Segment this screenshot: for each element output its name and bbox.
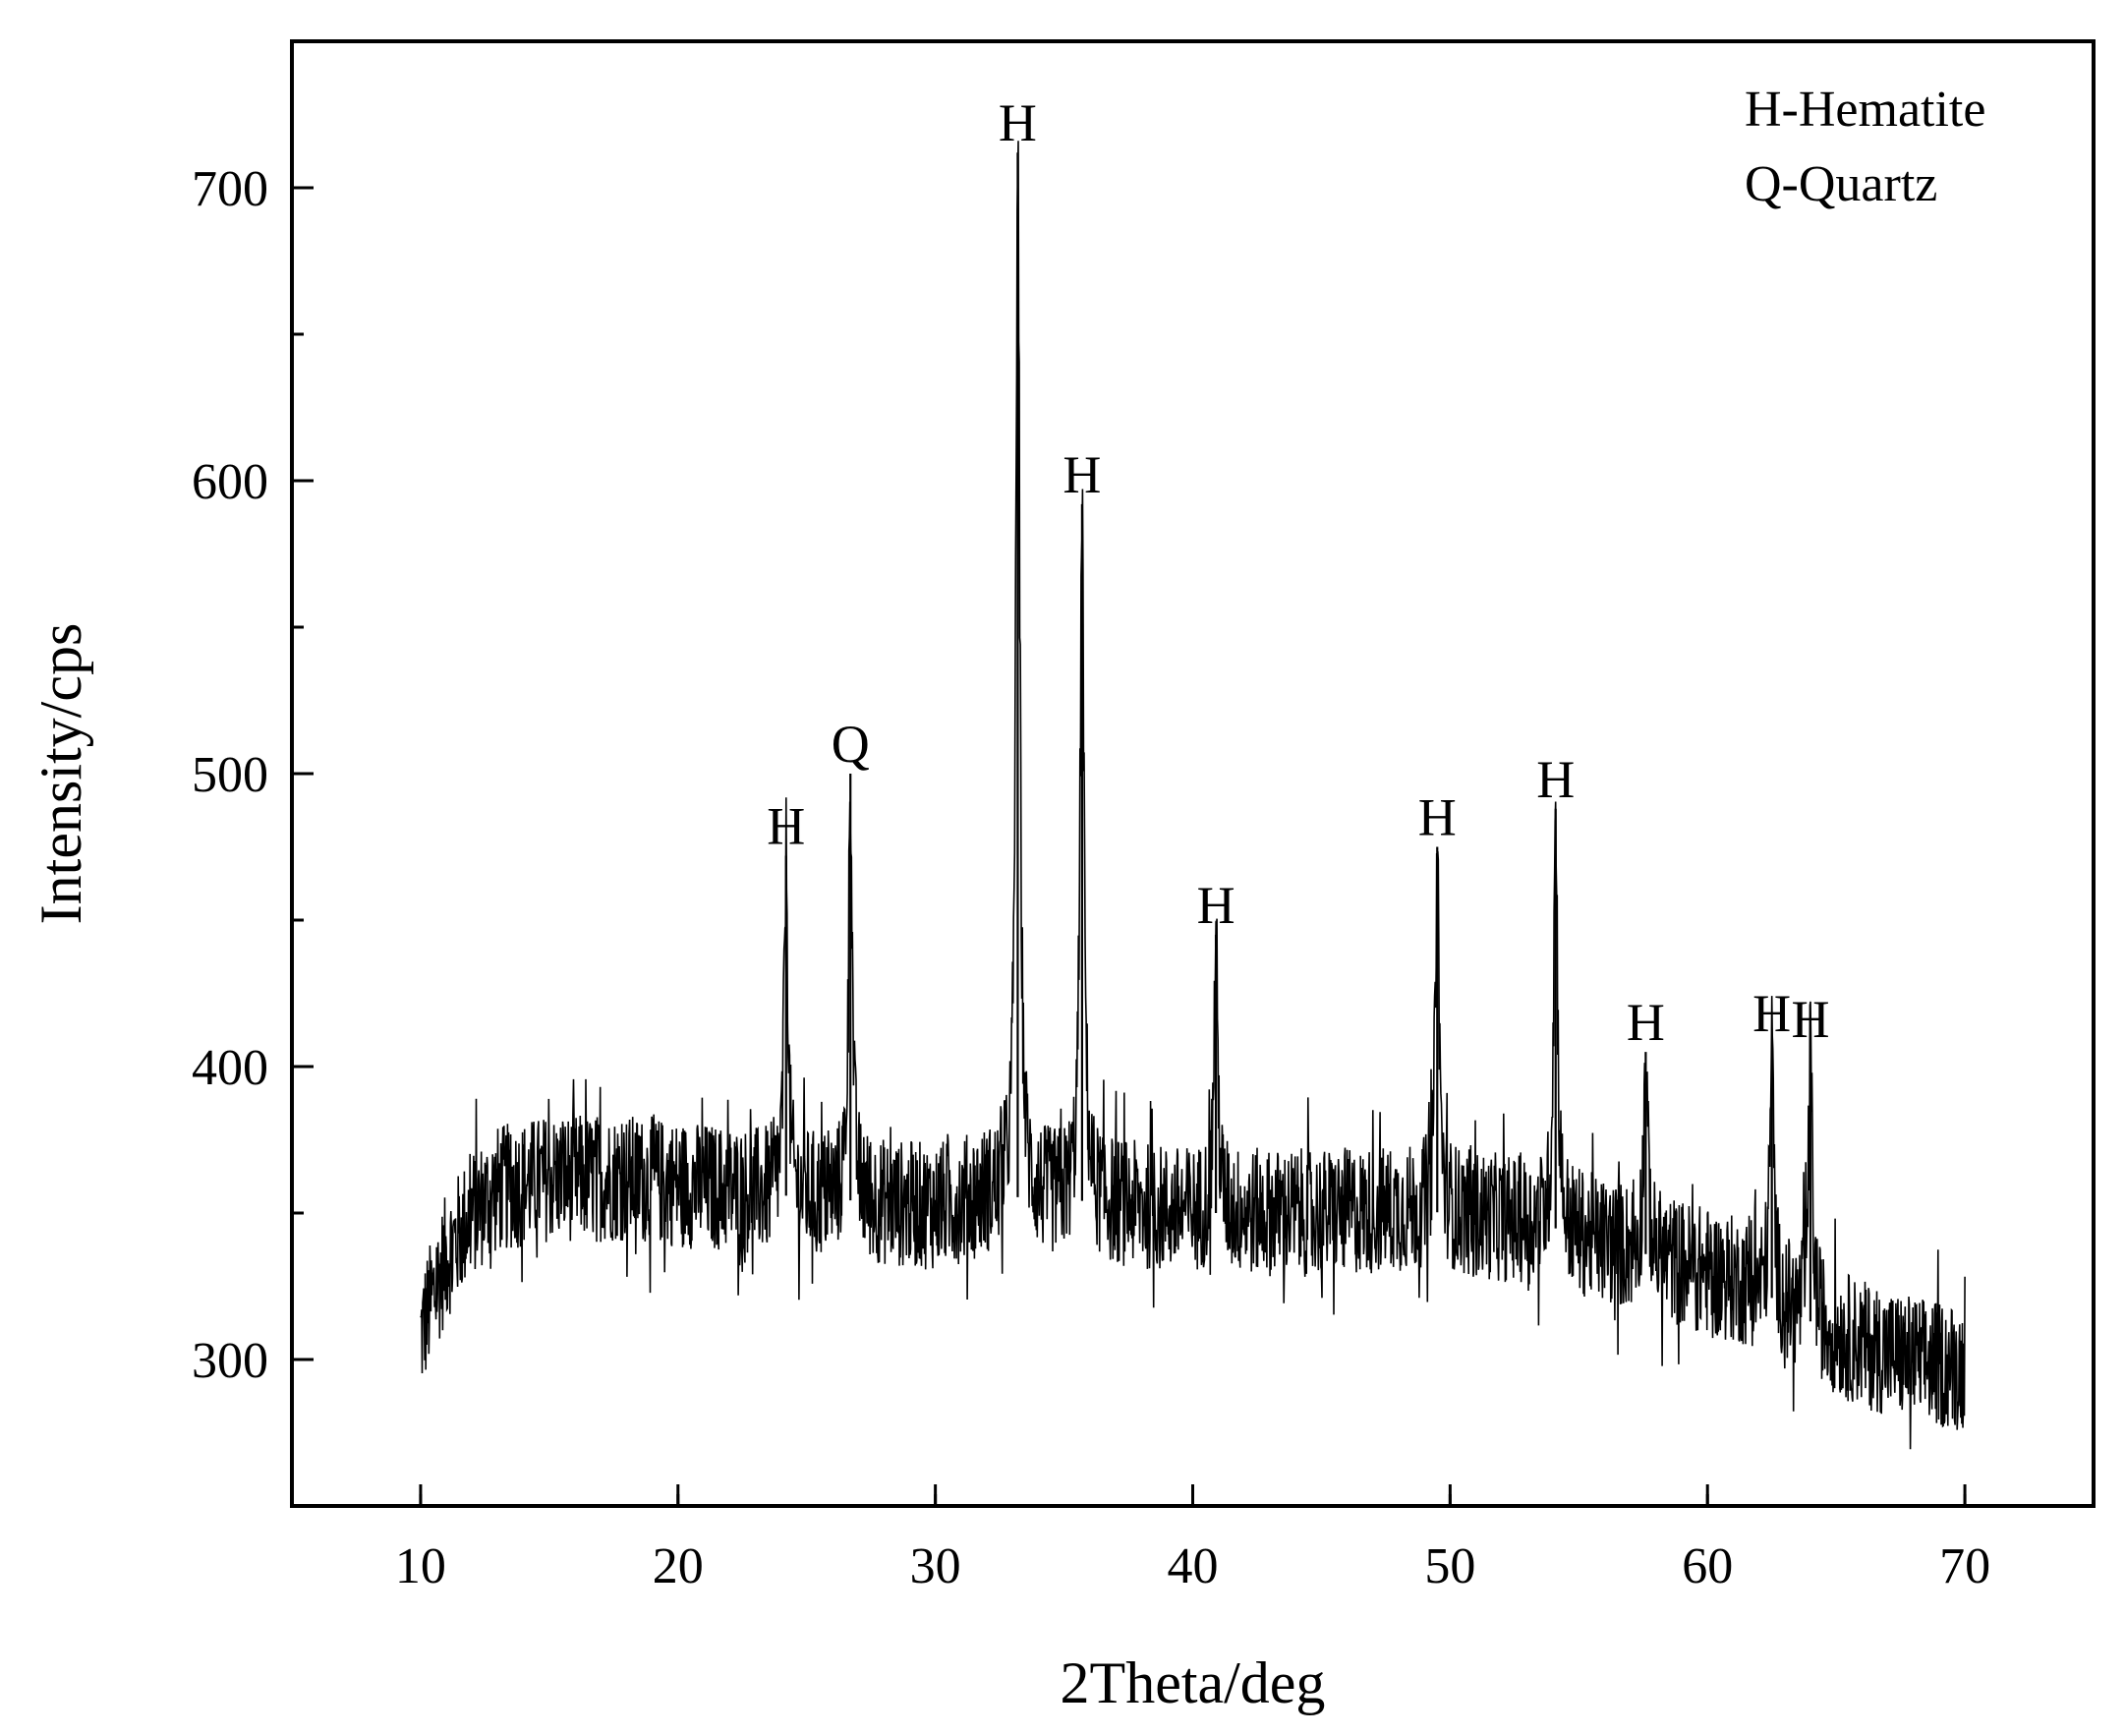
peak-label: H	[767, 796, 805, 855]
peak-label: H	[1418, 788, 1457, 847]
x-tick-label: 70	[1939, 1538, 1990, 1594]
peak-label: H	[999, 93, 1037, 152]
axis-ticks: 10 20 30 40 50 60 70 300 400 500 600 700	[192, 161, 1990, 1594]
peak-label: H	[1627, 993, 1665, 1052]
peak-label: H	[1752, 984, 1791, 1043]
peak-label: Q	[832, 715, 870, 774]
y-tick-label: 700	[192, 161, 268, 217]
legend-entry: Q-Quartz	[1745, 156, 1937, 212]
legend: H-Hematite Q-Quartz	[1745, 82, 1985, 212]
peak-label: H	[1536, 750, 1575, 809]
y-tick-label: 300	[192, 1333, 268, 1389]
x-axis-title: 2Theta/deg	[1061, 1650, 1326, 1715]
y-tick-label: 400	[192, 1040, 268, 1096]
x-tick-label: 40	[1168, 1538, 1219, 1594]
x-tick-label: 20	[653, 1538, 704, 1594]
peak-label: H	[1197, 876, 1235, 935]
peak-label: H	[1062, 445, 1101, 504]
peak-label: H	[1791, 990, 1829, 1049]
y-tick-label: 600	[192, 454, 268, 510]
x-tick-label: 30	[910, 1538, 961, 1594]
series-line	[420, 141, 1966, 1450]
x-tick-label: 10	[395, 1538, 446, 1594]
y-tick-label: 500	[192, 747, 268, 803]
x-tick-label: 50	[1424, 1538, 1475, 1594]
x-tick-label: 60	[1682, 1538, 1733, 1594]
plot-area	[420, 141, 1966, 1450]
legend-entry: H-Hematite	[1745, 82, 1985, 138]
y-axis-title: Intensity/cps	[29, 623, 93, 925]
